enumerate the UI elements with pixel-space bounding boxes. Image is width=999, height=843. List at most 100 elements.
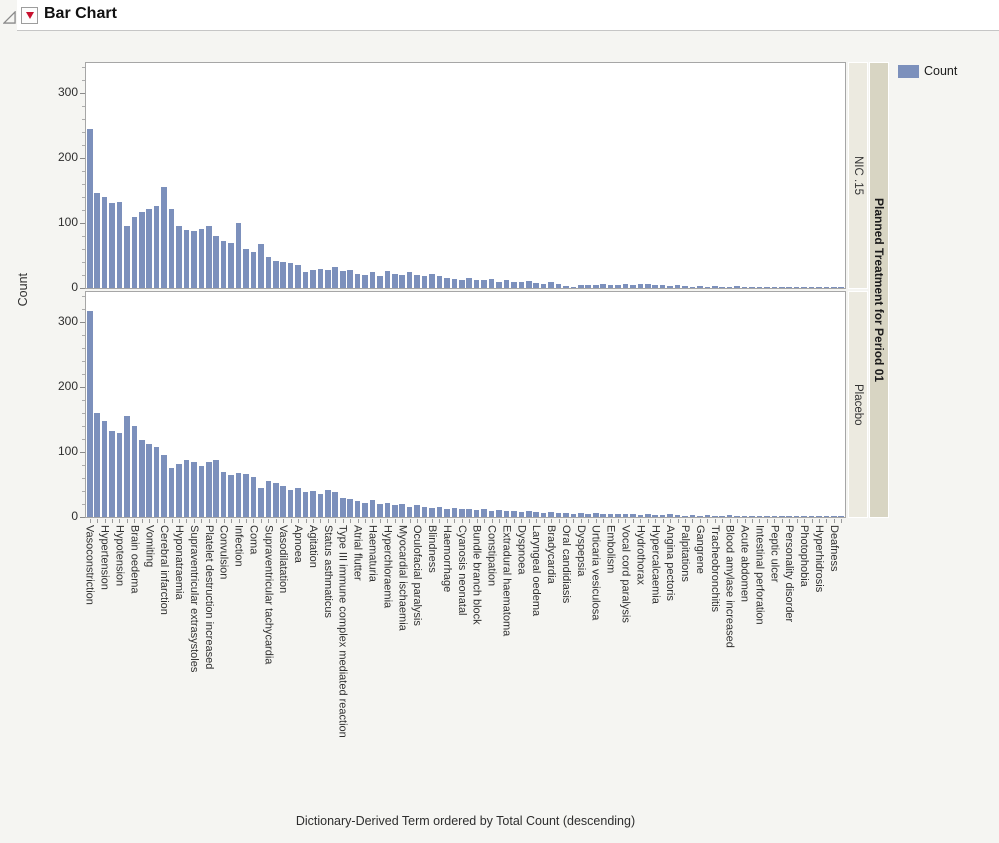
bar[interactable] [585,513,592,517]
bar[interactable] [697,286,703,288]
bar[interactable] [399,275,406,288]
bar[interactable] [302,271,309,288]
bar[interactable] [496,509,502,517]
bar[interactable] [540,283,547,288]
bar[interactable] [265,256,272,288]
bar[interactable] [347,269,353,288]
bar[interactable] [109,431,115,517]
bar[interactable] [116,432,123,517]
bar[interactable] [481,280,487,288]
bar[interactable] [339,271,346,288]
bar[interactable] [592,285,599,288]
bar[interactable] [146,444,153,517]
bar[interactable] [295,487,301,517]
bar[interactable] [280,262,286,288]
bar[interactable] [414,505,420,517]
bar[interactable] [86,310,93,517]
bar[interactable] [429,507,435,517]
bar[interactable] [726,286,733,288]
bar[interactable] [451,278,458,288]
bar[interactable] [458,509,465,517]
bar[interactable] [615,285,621,288]
bar[interactable] [704,286,711,288]
bar[interactable] [503,511,510,517]
bar[interactable] [451,507,458,517]
bar[interactable] [488,278,495,288]
bar[interactable] [555,284,562,288]
bar[interactable] [317,268,324,288]
bar[interactable] [109,202,115,288]
bar[interactable] [697,515,703,517]
disclosure-open-icon[interactable] [3,11,16,24]
bar[interactable] [310,491,316,517]
bar[interactable] [615,514,621,517]
bar[interactable] [548,282,554,288]
bar[interactable] [272,260,279,288]
bar[interactable] [94,413,100,517]
bar[interactable] [228,474,234,517]
bar[interactable] [243,474,249,517]
bar[interactable] [139,440,145,517]
bar[interactable] [719,286,725,288]
bar[interactable] [131,426,138,517]
bar[interactable] [816,516,822,517]
bar[interactable] [659,515,666,517]
bar[interactable] [555,513,562,517]
bar[interactable] [444,509,450,517]
bar[interactable] [778,515,785,517]
bar[interactable] [458,280,465,288]
bar[interactable] [622,513,629,517]
bar[interactable] [317,494,324,517]
bar[interactable] [153,205,160,288]
bar[interactable] [198,228,205,288]
report-menu-button[interactable] [21,7,38,24]
bar[interactable] [689,515,696,517]
bar[interactable] [235,472,242,517]
bar[interactable] [421,507,428,517]
bar[interactable] [682,286,688,288]
bar[interactable] [176,225,182,288]
bar[interactable] [183,229,190,288]
bar[interactable] [213,236,219,288]
bar[interactable] [168,209,175,288]
bar[interactable] [525,511,532,517]
bar[interactable] [734,286,740,288]
bar[interactable] [637,515,644,517]
bar[interactable] [101,420,108,517]
bar[interactable] [220,240,227,288]
bar[interactable] [652,284,659,288]
bar[interactable] [570,513,577,517]
bar[interactable] [600,284,606,288]
bar[interactable] [183,459,190,517]
bar[interactable] [578,285,584,288]
bar[interactable] [756,287,763,288]
bar[interactable] [831,287,837,288]
bar[interactable] [250,252,257,288]
bar[interactable] [213,459,219,517]
bar[interactable] [771,287,778,288]
bar[interactable] [94,193,100,288]
bar[interactable] [295,265,301,288]
bar[interactable] [436,276,443,288]
bar[interactable] [354,273,361,288]
bar[interactable] [384,502,391,517]
bar[interactable] [473,509,480,517]
bar[interactable] [168,468,175,517]
bar[interactable] [392,505,398,517]
bar[interactable] [272,483,279,517]
bar[interactable] [525,280,532,288]
bar[interactable] [220,471,227,517]
bar[interactable] [808,516,815,517]
bar[interactable] [674,285,681,288]
bar[interactable] [771,516,778,517]
bar[interactable] [325,269,331,288]
bar[interactable] [280,485,286,517]
bar[interactable] [734,515,740,517]
bar[interactable] [310,269,316,288]
bar[interactable] [607,513,614,517]
bar[interactable] [778,286,785,288]
bar[interactable] [124,416,130,517]
bar[interactable] [258,487,264,517]
bar[interactable] [540,512,547,517]
bar[interactable] [570,286,577,288]
